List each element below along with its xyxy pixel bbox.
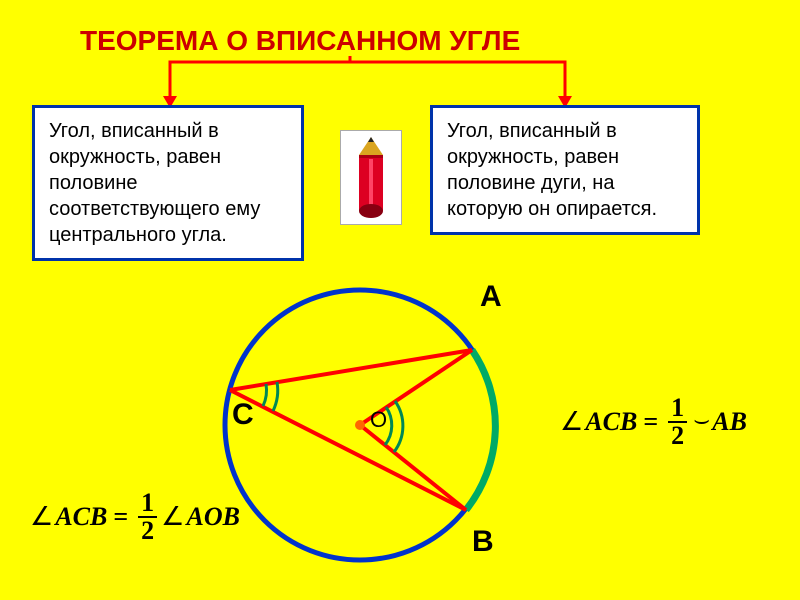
formula-rhs: AB (712, 407, 747, 437)
formula-arc: ∠ACB = 1 2 ⌣AB (560, 395, 747, 449)
frac-den: 2 (138, 518, 157, 544)
formula-lhs: ACB (55, 502, 107, 532)
theorem-box-arc: Угол, вписанный в окружность, равен поло… (430, 105, 700, 235)
label-C: С (232, 398, 254, 432)
frac-den: 2 (668, 423, 687, 449)
formula-rhs: AOB (186, 502, 239, 532)
page-title: ТЕОРЕМА О ВПИСАННОМ УГЛЕ (80, 25, 520, 57)
label-A: А (480, 280, 502, 314)
formula-central-angle: ∠ACB = 1 2 ∠AOB (30, 490, 240, 544)
frac-num: 1 (668, 395, 687, 423)
inscribed-angle-diagram (210, 275, 510, 575)
label-O: О (370, 407, 387, 433)
formula-lhs: ACB (585, 407, 637, 437)
label-B: В (472, 525, 494, 559)
pencil-icon (340, 130, 402, 225)
theorem-box-central: Угол, вписанный в окружность, равен поло… (32, 105, 304, 261)
frac-num: 1 (138, 490, 157, 518)
